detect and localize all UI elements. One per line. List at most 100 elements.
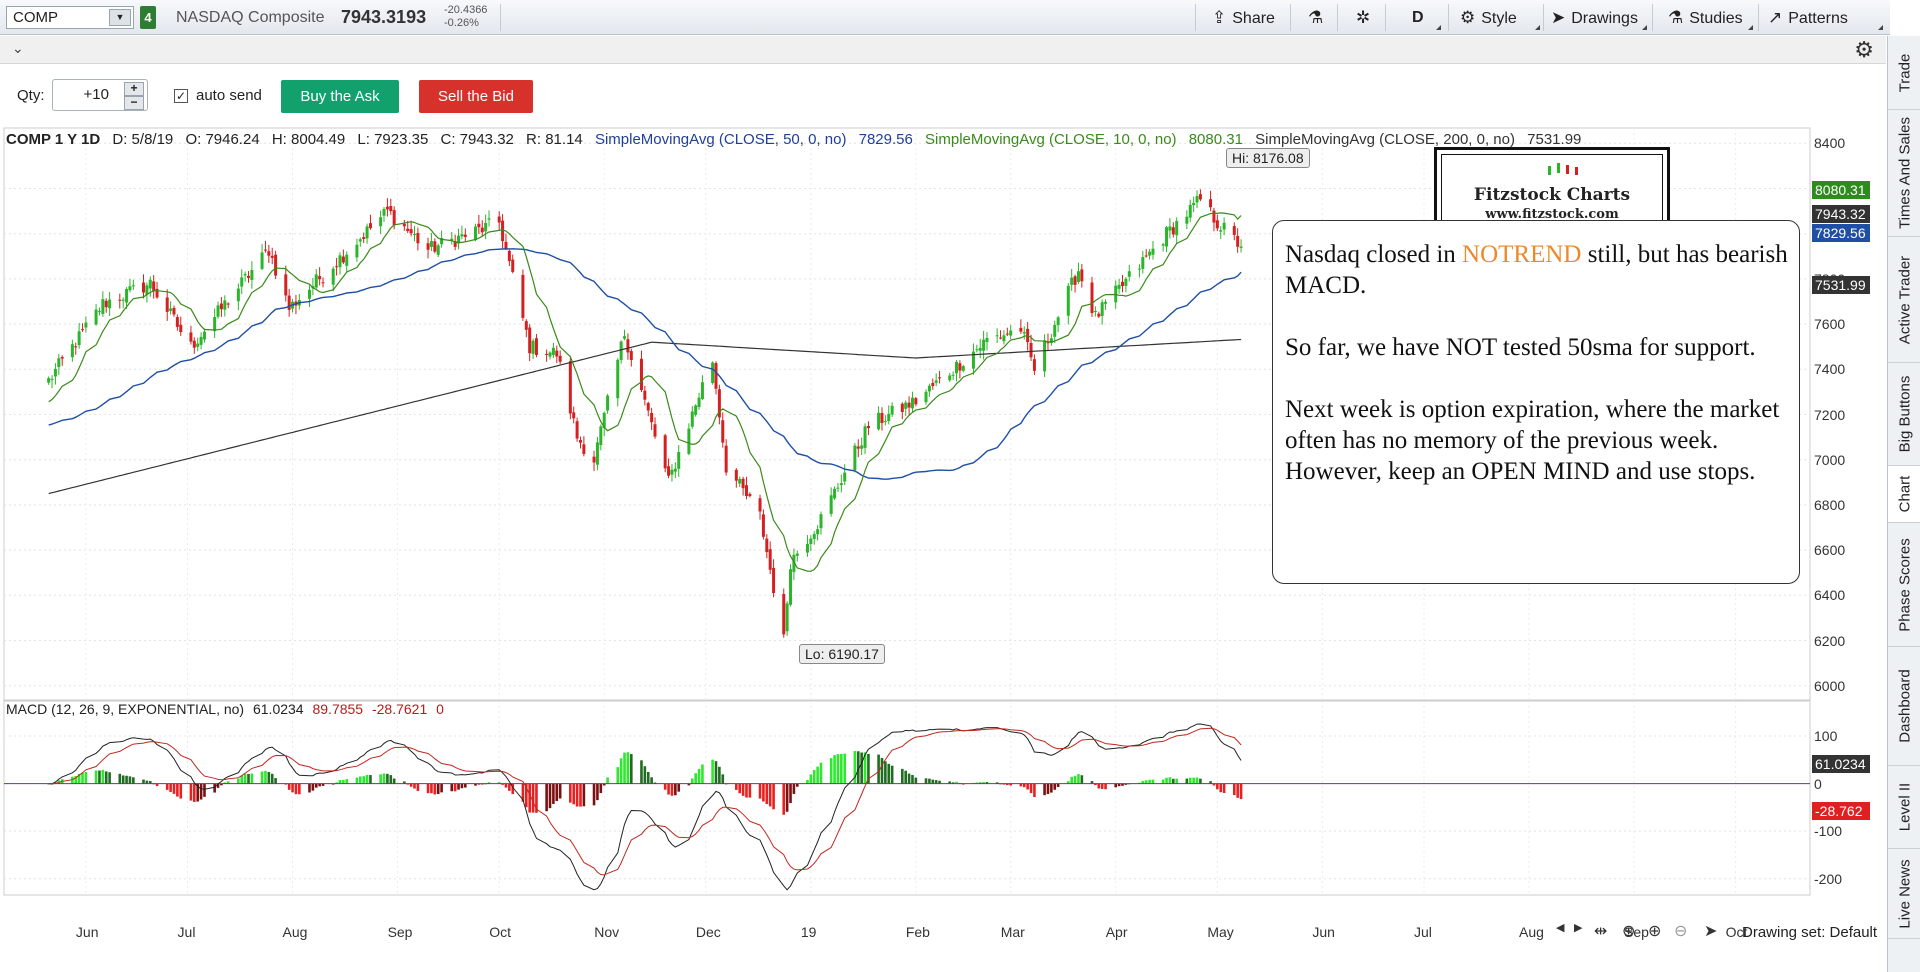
sma10-value: 8080.31 bbox=[1188, 131, 1243, 148]
chart-header: COMP 1 Y 1D D: 5/8/19 O: 7946.24 H: 8004… bbox=[6, 131, 1589, 148]
side-tab-chart[interactable]: Chart bbox=[1888, 466, 1920, 523]
price-tick: 7600 bbox=[1814, 316, 1846, 333]
macd-histogram-bar bbox=[1161, 779, 1165, 784]
candle-body bbox=[1117, 284, 1121, 289]
flask-button[interactable]: ⚗ bbox=[1302, 0, 1335, 35]
macd-histogram-bar bbox=[653, 782, 657, 784]
macd-histogram-bar bbox=[165, 783, 169, 790]
candle-body bbox=[792, 554, 796, 572]
macd-histogram-bar bbox=[911, 774, 914, 784]
sma10-label: SimpleMovingAvg (CLOSE, 10, 0, no) bbox=[925, 131, 1177, 148]
macd-value: 61.0234 bbox=[252, 701, 304, 717]
macd-histogram-bar bbox=[260, 771, 264, 784]
side-tab-live-news[interactable]: Live News bbox=[1888, 849, 1920, 939]
candle-body bbox=[213, 317, 217, 332]
side-tab-times-and-sales[interactable]: Times And Sales bbox=[1888, 110, 1920, 237]
candle-body bbox=[1219, 230, 1223, 232]
macd-histogram-bar bbox=[809, 774, 813, 784]
macd-histogram-bar bbox=[924, 778, 928, 784]
candle-body bbox=[497, 216, 501, 223]
zoom-out-icon[interactable]: ⊖ bbox=[1674, 923, 1688, 940]
macd-histogram-bar bbox=[616, 767, 620, 784]
symbol-selector[interactable]: COMP ▼ bbox=[6, 6, 134, 29]
macd-histogram-bar bbox=[721, 774, 725, 784]
zoom-in-icon[interactable]: ⊕ bbox=[1648, 923, 1662, 940]
chart-area[interactable]: COMP 1 Y 1D D: 5/8/19 O: 7946.24 H: 8004… bbox=[0, 125, 1886, 972]
macd-histogram-bar bbox=[216, 783, 220, 788]
macd-histogram-bar bbox=[199, 783, 203, 800]
macd-histogram-bar bbox=[670, 783, 674, 796]
candle-body bbox=[999, 337, 1003, 339]
candle-body bbox=[839, 483, 843, 486]
macd-histogram-bar bbox=[1239, 783, 1243, 800]
pan-icon[interactable]: ⇹ bbox=[1594, 923, 1608, 940]
corner-indicator bbox=[1535, 25, 1540, 30]
side-tab-big-buttons[interactable]: Big Buttons bbox=[1888, 363, 1920, 466]
macd-histogram-bar bbox=[121, 775, 125, 784]
side-tab-active-trader[interactable]: Active Trader bbox=[1888, 237, 1920, 363]
style-button[interactable]: ⚙ Style bbox=[1454, 0, 1523, 35]
candle-body bbox=[74, 346, 78, 348]
macd-histogram-bar bbox=[409, 783, 413, 787]
candle-body bbox=[863, 426, 867, 448]
macd-histogram-bar bbox=[1151, 779, 1155, 784]
macd-diff: -28.7621 bbox=[371, 701, 428, 717]
candle-body bbox=[1236, 235, 1240, 247]
macd-histogram-bar bbox=[978, 782, 982, 784]
side-tab-phase-scores[interactable]: Phase Scores bbox=[1888, 523, 1920, 647]
sell-bid-button[interactable]: Sell the Bid bbox=[419, 80, 533, 113]
macd-histogram-bar bbox=[369, 775, 372, 784]
qty-increment-button[interactable]: + bbox=[124, 82, 144, 96]
macd-histogram-bar bbox=[1117, 783, 1121, 787]
time-tick: Dec bbox=[695, 924, 721, 940]
chevron-down-icon[interactable]: ⌄ bbox=[12, 40, 24, 56]
buy-ask-button[interactable]: Buy the Ask bbox=[281, 80, 399, 113]
separator bbox=[1337, 4, 1338, 31]
link-badge[interactable]: 4 bbox=[140, 6, 156, 29]
crosshair-icon[interactable]: ⊕ bbox=[1622, 923, 1636, 940]
scroll-right-icon[interactable]: ▶ bbox=[1574, 922, 1583, 934]
candle-body bbox=[711, 362, 715, 383]
macd-histogram-bar bbox=[579, 783, 582, 807]
candle-body bbox=[145, 285, 149, 295]
qty-decrement-button[interactable]: − bbox=[124, 96, 144, 110]
macd-histogram-bar bbox=[118, 773, 122, 784]
side-tab-trade[interactable]: Trade bbox=[1888, 36, 1920, 110]
macd-histogram-bar bbox=[558, 783, 562, 799]
header-range: R: 81.14 bbox=[526, 131, 583, 148]
settings-button[interactable]: ✲ bbox=[1350, 0, 1382, 35]
drawing-set-selector[interactable]: Drawing set: Default bbox=[1742, 924, 1878, 941]
candle-body bbox=[914, 398, 918, 405]
pointer-icon[interactable]: ➤ bbox=[1704, 923, 1718, 940]
chevron-down-icon[interactable]: ▼ bbox=[109, 9, 131, 26]
side-tab-level-ii[interactable]: Level II bbox=[1888, 766, 1920, 849]
candle-body bbox=[700, 382, 704, 399]
candle-body bbox=[1046, 342, 1050, 344]
macd-histogram-bar bbox=[646, 771, 650, 784]
studies-button[interactable]: ⚗ Studies bbox=[1662, 0, 1749, 35]
close-tag: 7943.32 bbox=[1812, 205, 1870, 223]
scroll-left-icon[interactable]: ◀ bbox=[1556, 922, 1565, 934]
candle-body bbox=[426, 243, 430, 250]
side-tab-dashboard[interactable]: Dashboard bbox=[1888, 647, 1920, 766]
header-open: O: 7946.24 bbox=[185, 131, 260, 148]
macd-histogram-bar bbox=[243, 773, 247, 784]
candle-body bbox=[843, 472, 847, 482]
gear-icon[interactable]: ⚙ bbox=[1854, 37, 1874, 62]
candle-body bbox=[409, 229, 413, 234]
candle-body bbox=[643, 390, 647, 400]
auto-send-checkbox[interactable]: ✓ bbox=[174, 89, 188, 103]
candle-body bbox=[81, 329, 85, 331]
macd-histogram-bar bbox=[572, 783, 576, 805]
macd-histogram-bar bbox=[735, 783, 738, 790]
period-button[interactable]: D bbox=[1412, 9, 1424, 26]
instrument-name: NASDAQ Composite bbox=[176, 9, 325, 26]
patterns-button[interactable]: ↗ Patterns bbox=[1762, 0, 1854, 35]
macd-histogram-bar bbox=[179, 783, 183, 799]
candle-body bbox=[568, 361, 572, 414]
drawings-button[interactable]: ➤ Drawings bbox=[1545, 0, 1644, 35]
macd-histogram-bar bbox=[176, 783, 179, 797]
share-label: Share bbox=[1232, 10, 1275, 27]
separator bbox=[1652, 4, 1653, 31]
share-button[interactable]: ⇪ Share bbox=[1206, 0, 1281, 35]
